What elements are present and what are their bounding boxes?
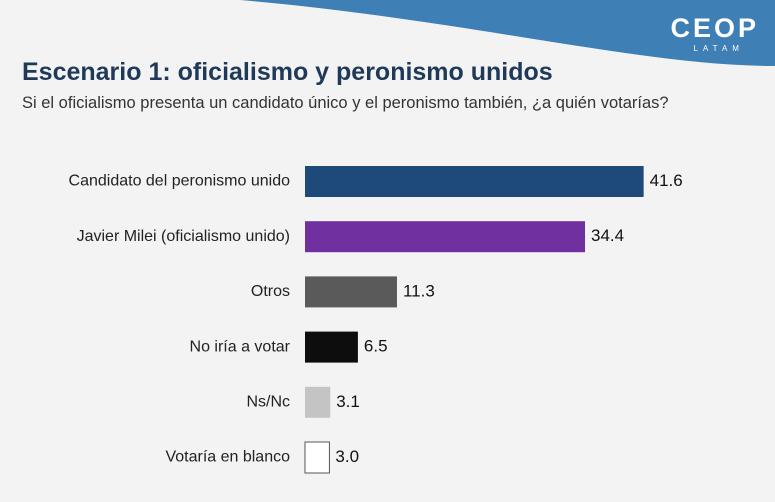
value-label: 3.1 bbox=[336, 392, 360, 411]
logo-text: CEOP bbox=[670, 13, 759, 43]
bar bbox=[305, 166, 644, 197]
category-label: Votaría en blanco bbox=[165, 449, 290, 466]
bar bbox=[304, 441, 330, 474]
logo-subtext: LATAM bbox=[693, 44, 744, 53]
category-label: Candidato del peronismo unido bbox=[69, 173, 291, 190]
value-label: 11.3 bbox=[403, 281, 435, 300]
chart-subtitle: Si el oficialismo presenta un candidato … bbox=[22, 94, 669, 112]
ceop-logo: CEOP LATAM bbox=[670, 14, 759, 54]
category-label: Ns/Nc bbox=[246, 394, 290, 411]
value-label: 6.5 bbox=[364, 337, 388, 356]
chart-title: Escenario 1: oficialismo y peronismo uni… bbox=[22, 58, 553, 86]
category-label: Otros bbox=[251, 283, 290, 300]
value-label: 3.0 bbox=[335, 447, 359, 466]
value-label: 41.6 bbox=[650, 171, 683, 190]
header-wave bbox=[240, 0, 775, 66]
category-label: Javier Milei (oficialismo unido) bbox=[77, 228, 290, 245]
bar bbox=[305, 276, 397, 308]
bar bbox=[305, 386, 331, 418]
category-label: No iría a votar bbox=[190, 338, 291, 355]
value-label: 34.4 bbox=[591, 226, 624, 245]
bar bbox=[305, 221, 586, 253]
bar bbox=[305, 331, 358, 363]
